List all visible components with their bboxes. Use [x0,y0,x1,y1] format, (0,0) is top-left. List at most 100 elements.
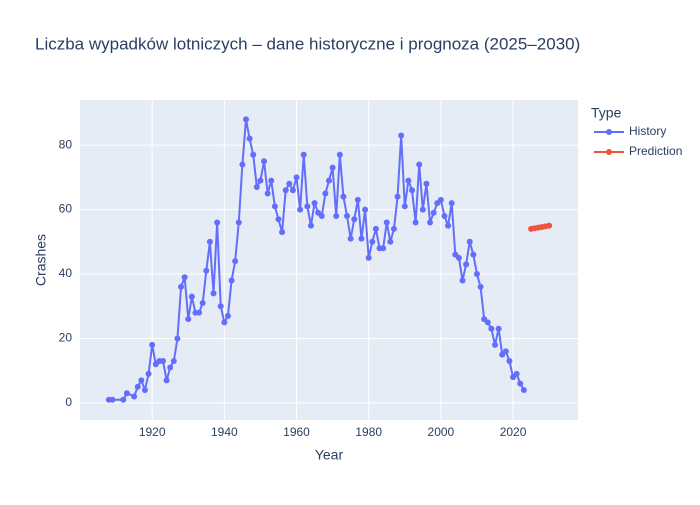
point [405,177,412,184]
point [297,206,304,213]
point [448,200,455,207]
point [185,316,192,323]
point [463,261,470,268]
point [217,303,224,310]
point [459,277,466,284]
point [517,380,524,387]
legend-marker [606,129,612,135]
point [188,293,195,300]
point [160,358,166,365]
point [224,312,231,319]
point [351,216,358,223]
marks [105,116,553,403]
point [228,277,235,284]
point [390,225,397,232]
x-axis-title: Year [315,447,344,463]
x-tick-label: 1960 [283,425,310,439]
point [419,206,426,213]
point [145,370,152,377]
point [412,219,419,226]
point [300,151,307,158]
point [455,254,462,261]
point [502,348,509,355]
point [333,213,340,220]
point [369,238,376,245]
point [232,258,239,265]
y-tick-label: 40 [59,266,73,280]
point [149,341,156,348]
legend-label: Prediction [629,144,682,158]
point [134,383,141,390]
point [445,222,452,229]
point [484,319,491,326]
point [282,187,289,194]
point [329,164,336,171]
point [203,267,210,274]
point [214,219,221,226]
point [427,219,434,226]
point [311,200,318,207]
x-tick-label: 1920 [139,425,166,439]
point [271,203,278,210]
point [354,196,361,203]
point [488,325,495,332]
point [506,358,513,365]
point [123,390,130,397]
point [470,251,477,258]
point [221,319,228,326]
point [383,219,390,226]
point [372,225,379,232]
point [492,341,498,348]
legend-title: Type [591,105,622,121]
point [477,283,484,290]
point [264,190,271,197]
point [275,216,282,223]
point [250,151,257,158]
y-axis-title: Crashes [33,234,49,286]
point [239,161,246,168]
point [120,396,127,403]
point [423,180,430,187]
point [304,203,311,210]
point [365,254,372,261]
point [235,219,242,226]
point [289,187,296,194]
point [268,177,275,184]
point [473,271,480,278]
x-tick-label: 2020 [500,425,527,439]
point [257,177,264,184]
point [380,245,387,252]
point [347,235,354,242]
point [546,222,553,229]
point [163,377,170,384]
point [167,364,174,371]
point [279,229,286,236]
point [430,209,437,216]
point [199,300,206,307]
point [336,151,343,158]
point [437,196,444,203]
point [344,213,351,220]
point [141,387,148,394]
point [513,370,520,377]
grid [80,100,578,420]
point [170,358,177,365]
point [138,377,145,384]
point [398,132,405,139]
plot-area [80,100,578,420]
point [322,190,329,197]
point [307,222,314,229]
point [210,290,217,297]
point [495,325,502,332]
point [520,387,527,394]
point [206,238,213,245]
point [174,335,181,342]
point [253,184,260,191]
point [409,187,415,194]
point [196,309,203,316]
point [326,177,332,184]
point [387,238,394,245]
point [466,238,473,245]
y-tick-label: 80 [59,137,73,151]
